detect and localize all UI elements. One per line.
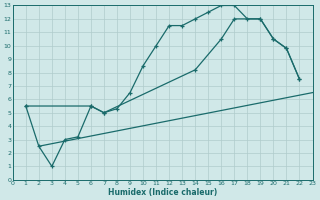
X-axis label: Humidex (Indice chaleur): Humidex (Indice chaleur) [108, 188, 217, 197]
